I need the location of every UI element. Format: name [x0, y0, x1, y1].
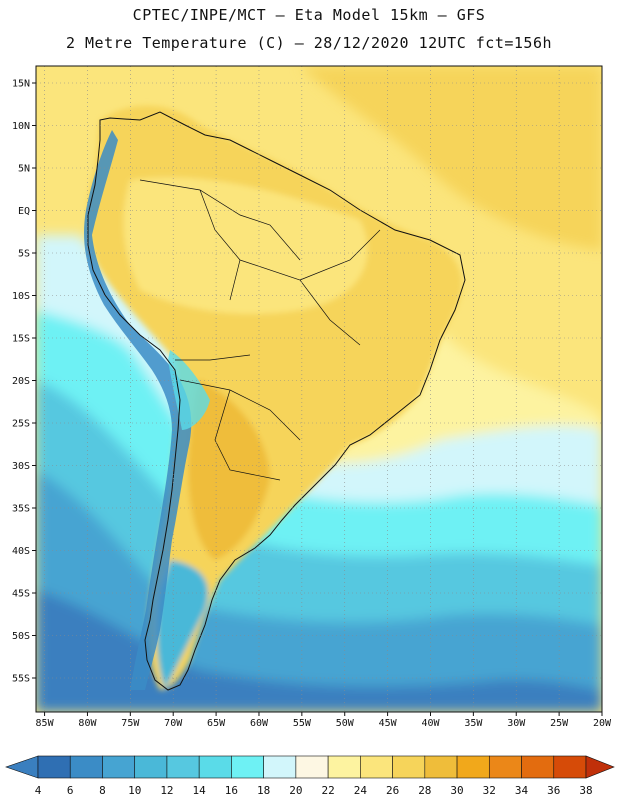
y-tick-label: EQ	[18, 206, 30, 217]
x-tick-label: 45W	[379, 718, 398, 729]
colorbar-label: 20	[289, 784, 302, 797]
colorbar-box	[37, 755, 71, 779]
colorbar-box	[488, 755, 522, 779]
coastline	[87, 111, 466, 691]
y-axis-ticks: 15N 10N 5N EQ 5S 10S 15S 20S 25S 30S 35S 40S 45S 50S 5…	[12, 79, 36, 685]
field-andes-highlands	[168, 350, 210, 430]
y-tick-label: 15N	[12, 79, 30, 90]
colorbar-box	[553, 755, 587, 779]
map-title-line-2: 2 Metre Temperature (C) – 28/12/2020 12U…	[65, 34, 553, 52]
colorbar-box	[69, 755, 103, 779]
colorbar-label: 10	[128, 784, 141, 797]
y-tick-label: 5N	[18, 164, 30, 175]
x-tick-label: 25W	[550, 718, 569, 729]
colorbar-label: 16	[225, 784, 238, 797]
y-tick-label: 35S	[12, 504, 30, 515]
colorbar-label: 14	[193, 784, 207, 797]
colorbar-box	[456, 755, 490, 779]
temperature-field	[36, 66, 602, 712]
x-tick-label: 20W	[593, 718, 612, 729]
x-tick-label: 75W	[121, 718, 140, 729]
y-tick-label: 40S	[12, 546, 30, 557]
y-tick-label: 30S	[12, 461, 30, 472]
x-tick-label: 30W	[507, 718, 526, 729]
y-tick-label: 20S	[12, 376, 30, 387]
colorbar-box	[392, 755, 426, 779]
colorbar-box	[327, 755, 361, 779]
x-tick-label: 60W	[250, 718, 269, 729]
x-tick-label: 80W	[78, 718, 97, 729]
colorbar-box	[102, 755, 136, 779]
colorbar-label: 30	[450, 784, 463, 797]
colorbar-label: 26	[386, 784, 399, 797]
y-tick-label: 15S	[12, 334, 30, 345]
y-tick-label: 10S	[12, 291, 30, 302]
x-axis-ticks: 85W 80W 75W 70W 65W 60W 55W 50W 45W 40W 35W 30W 25W 2…	[36, 712, 612, 729]
colorbar-label: 36	[547, 784, 560, 797]
map-frame	[35, 65, 603, 713]
x-tick-label: 55W	[293, 718, 312, 729]
x-tick-label: 40W	[421, 718, 440, 729]
colorbar-box	[424, 755, 458, 779]
colorbar-label: 4	[35, 784, 42, 797]
field-amazon	[123, 177, 368, 314]
y-tick-label: 5S	[18, 249, 30, 260]
colorbar-label: 8	[99, 784, 106, 797]
colorbar-box	[295, 755, 329, 779]
colorbar-box	[521, 755, 555, 779]
country-borders	[139, 179, 381, 481]
colorbar-box	[198, 755, 232, 779]
colorbar: 4 6 8 10 12 14 16 18 20 22 24 26 28 30 32 34 36 38	[5, 755, 615, 797]
colorbar-label: 6	[67, 784, 74, 797]
colorbar-label: 22	[321, 784, 334, 797]
y-tick-label: 45S	[12, 589, 30, 600]
y-tick-label: 10N	[12, 121, 30, 132]
x-tick-label: 50W	[336, 718, 355, 729]
colorbar-label: 38	[579, 784, 592, 797]
colorbar-box	[263, 755, 297, 779]
field-patagonia	[156, 560, 209, 690]
x-tick-label: 70W	[164, 718, 183, 729]
x-tick-label: 85W	[36, 718, 55, 729]
colorbar-box	[231, 755, 264, 779]
x-tick-label: 35W	[464, 718, 483, 729]
colorbar-label: 34	[515, 784, 529, 797]
map-title-line-1: CPTEC/INPE/MCT – Eta Model 15km – GFS	[132, 6, 486, 24]
y-tick-label: 25S	[12, 419, 30, 430]
colorbar-label: 32	[483, 784, 496, 797]
colorbar-label: 12	[160, 784, 173, 797]
colorbar-arrow-low	[5, 755, 39, 779]
y-tick-label: 55S	[12, 674, 30, 685]
colorbar-arrow-high	[585, 755, 615, 779]
colorbar-label: 18	[257, 784, 270, 797]
colorbar-label: 28	[418, 784, 431, 797]
x-tick-label: 65W	[207, 718, 226, 729]
field-chaco-pampas	[188, 380, 270, 560]
colorbar-box	[134, 755, 168, 779]
colorbar-box	[360, 755, 393, 779]
field-tropical-atlantic-warm	[300, 66, 602, 250]
y-tick-label: 50S	[12, 631, 30, 642]
field-southern-ocean	[36, 590, 602, 712]
field-andes	[84, 130, 192, 690]
colorbar-box	[166, 755, 200, 779]
colorbar-label: 24	[354, 784, 368, 797]
